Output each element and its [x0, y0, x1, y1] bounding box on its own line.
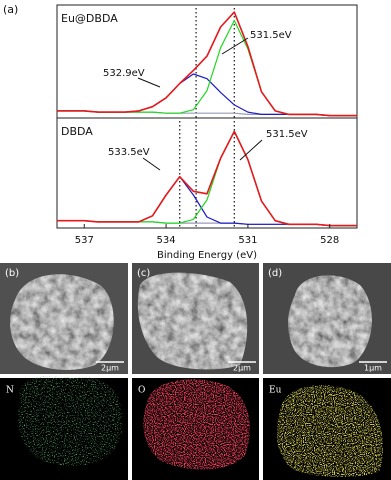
x-tick-label: 528 — [320, 235, 339, 246]
annotation-arrow — [137, 77, 161, 88]
element-label: N — [6, 386, 14, 396]
annotation-arrow — [142, 157, 161, 171]
map-speckle — [18, 378, 123, 466]
particle — [137, 272, 248, 370]
scale-label: 2μm — [101, 364, 119, 373]
spectrum-line — [57, 176, 357, 227]
xps-panels: Eu@DBDA 532.9eV 531.5eV DBDA 533.5eV 531.5eV 5… — [56, 4, 358, 261]
x-tick-label: 537 — [75, 235, 94, 246]
panel-label: (b) — [5, 268, 19, 279]
spectrum-line — [57, 19, 357, 117]
mapping-row: N O Eu — [0, 378, 391, 480]
map-speckle — [276, 385, 383, 477]
scale-label: 1μm — [364, 364, 382, 373]
x-tick-label: 531 — [238, 235, 257, 246]
annotation: 531.5eV — [266, 129, 308, 140]
element-label: O — [138, 386, 145, 396]
annotation: 531.5eV — [250, 30, 292, 41]
plot-frame — [56, 117, 358, 229]
map-speckle — [143, 379, 250, 470]
annotation-arrow — [221, 37, 249, 55]
panel-label: (c) — [137, 268, 150, 279]
panel-label: Eu@DBDA — [61, 12, 118, 25]
particle — [10, 274, 114, 370]
x-axis-label: Binding Energy (eV) — [157, 250, 257, 261]
particle — [288, 275, 372, 368]
spectrum-line — [57, 130, 357, 227]
element-label: Eu — [269, 386, 282, 396]
spectrum-line — [57, 73, 357, 117]
sem-row: (b) 2μm (c) 2μm (d) 1μm — [0, 263, 391, 374]
figure-label: (a) — [3, 3, 18, 16]
panel-label: DBDA — [61, 125, 93, 138]
annotation-arrow — [239, 139, 263, 161]
scale-label: 2μm — [233, 364, 251, 373]
panel-label: (d) — [268, 268, 282, 279]
spectrum-line — [57, 130, 357, 227]
x-tick-label: 534 — [157, 235, 176, 246]
annotation: 533.5eV — [108, 147, 150, 158]
annotation: 532.9eV — [103, 68, 145, 79]
spectrum-line — [57, 11, 357, 117]
